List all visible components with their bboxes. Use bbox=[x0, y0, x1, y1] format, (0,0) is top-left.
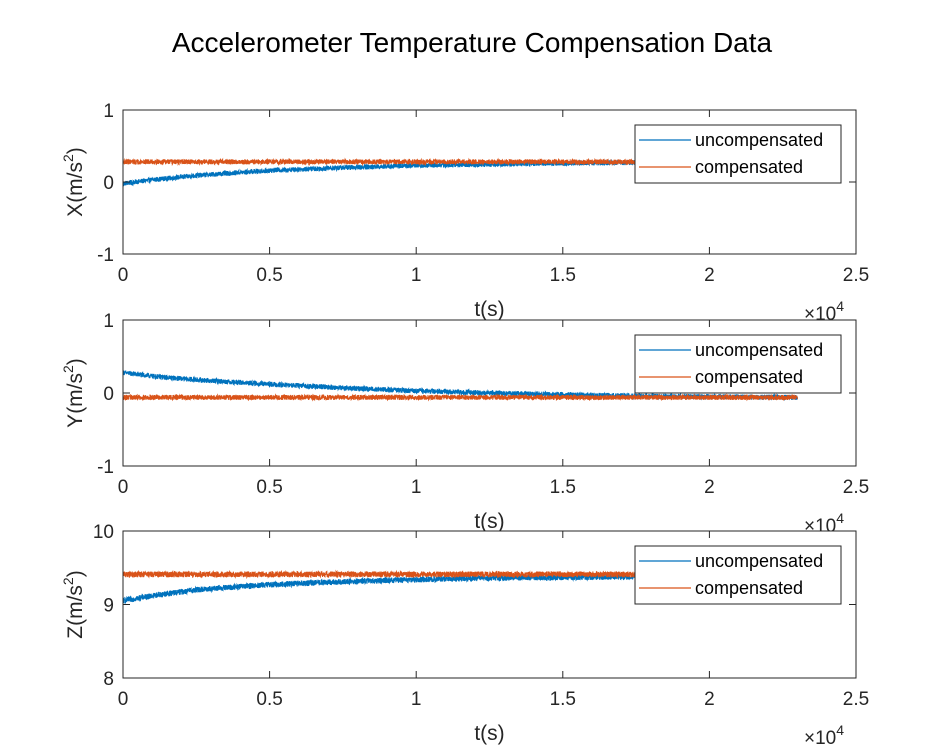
x-tick-label: 2 bbox=[704, 265, 715, 286]
y-axis-label-sup: 2 bbox=[60, 365, 76, 373]
y-tick-label: 9 bbox=[103, 596, 114, 617]
y-tick-label: 0 bbox=[103, 173, 114, 194]
y-axis-label-sup: 2 bbox=[60, 154, 76, 162]
y-axis-label: X(m/s2) bbox=[60, 147, 87, 217]
x-tick-label: 1 bbox=[411, 689, 422, 710]
y-tick-label: 8 bbox=[103, 669, 114, 690]
x-axis-label: t(s) bbox=[474, 722, 504, 745]
x-tick-label: 1 bbox=[411, 477, 422, 498]
x-axis-label: t(s) bbox=[474, 510, 504, 533]
legend-box bbox=[634, 334, 842, 394]
series-line-compensated bbox=[123, 393, 798, 402]
x-tick-label: 0 bbox=[118, 689, 129, 710]
x-exponent-power: 4 bbox=[836, 298, 844, 314]
y-axis-label-end: ) bbox=[64, 147, 87, 154]
x-tick-label: 1.5 bbox=[550, 265, 576, 286]
y-axis-label-base: Z(m/s bbox=[64, 585, 87, 639]
x-tick-label: 2.5 bbox=[843, 689, 869, 710]
x-tick-label: 2 bbox=[704, 689, 715, 710]
x-tick-label: 0.5 bbox=[256, 477, 282, 498]
y-axis-label-sup: 2 bbox=[60, 577, 76, 585]
y-axis-label-end: ) bbox=[64, 358, 87, 365]
x-tick-label: 2.5 bbox=[843, 477, 869, 498]
x-tick-label: 0.5 bbox=[256, 689, 282, 710]
legend-entry: uncompensated bbox=[695, 551, 823, 571]
figure-title: Accelerometer Temperature Compensation D… bbox=[172, 27, 773, 58]
y-tick-label: 1 bbox=[103, 311, 114, 332]
y-axis-label-base: X(m/s bbox=[64, 162, 87, 217]
legend-entry: compensated bbox=[695, 578, 803, 598]
y-axis-label-end: ) bbox=[64, 570, 87, 577]
x-exponent-power: 4 bbox=[836, 510, 844, 526]
y-axis-label: Y(m/s2) bbox=[60, 358, 87, 428]
x-tick-label: 1.5 bbox=[550, 689, 576, 710]
legend: uncompensated compensated bbox=[634, 545, 842, 605]
y-tick-label: 1 bbox=[103, 101, 114, 122]
x-tick-label: 1 bbox=[411, 265, 422, 286]
legend-box bbox=[634, 124, 842, 184]
y-tick-label: -1 bbox=[97, 457, 114, 478]
legend-entry: compensated bbox=[695, 157, 803, 177]
x-exponent-label: ×104 bbox=[804, 722, 844, 749]
x-tick-label: 0.5 bbox=[256, 265, 282, 286]
y-axis-label-base: Y(m/s bbox=[64, 373, 87, 428]
legend: uncompensated compensated bbox=[634, 124, 842, 184]
legend-entry: compensated bbox=[695, 367, 803, 387]
y-tick-label: 10 bbox=[93, 522, 114, 543]
y-tick-label: 0 bbox=[103, 384, 114, 405]
x-axis-label: t(s) bbox=[474, 298, 504, 321]
x-tick-label: 1.5 bbox=[550, 477, 576, 498]
legend-box bbox=[634, 545, 842, 605]
legend-entry: uncompensated bbox=[695, 340, 823, 360]
legend-entry: uncompensated bbox=[695, 130, 823, 150]
x-tick-label: 2.5 bbox=[843, 265, 869, 286]
x-exponent-power: 4 bbox=[836, 722, 844, 738]
y-axis-label: Z(m/s2) bbox=[60, 570, 87, 638]
y-tick-label: -1 bbox=[97, 245, 114, 266]
x-tick-label: 2 bbox=[704, 477, 715, 498]
x-tick-label: 0 bbox=[118, 477, 129, 498]
series-lines bbox=[123, 370, 798, 402]
x-tick-label: 0 bbox=[118, 265, 129, 286]
legend: uncompensated compensated bbox=[634, 334, 842, 394]
x-exponent-base: ×10 bbox=[804, 728, 836, 749]
